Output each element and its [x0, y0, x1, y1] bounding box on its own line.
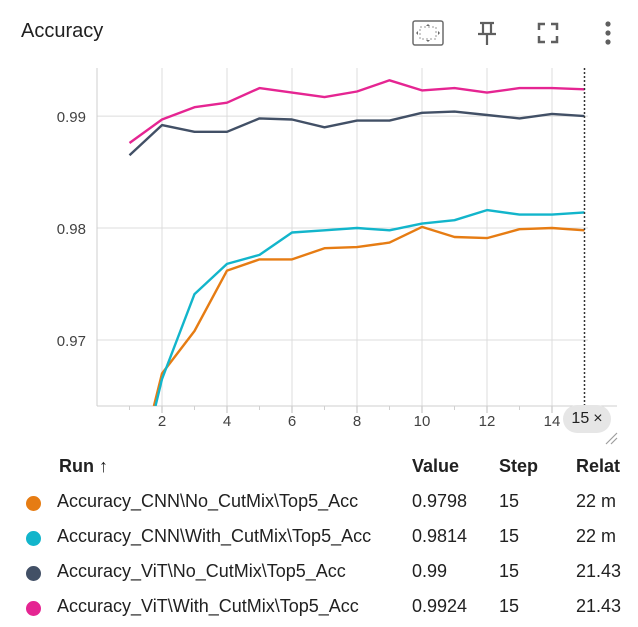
run-name: Accuracy_CNN\With_CutMix\Top5_Acc [57, 526, 372, 546]
run-value: 0.9798 [412, 491, 468, 511]
run-name: Accuracy_ViT\No_CutMix\Top5_Acc [57, 561, 346, 581]
x-tick-label: 6 [288, 413, 296, 430]
run-relative: 21.43 [576, 596, 622, 616]
series-color-dot [26, 531, 41, 546]
run-value: 0.9924 [412, 596, 468, 616]
x-tick-label: 8 [353, 413, 361, 430]
y-tick-label: 0.98 [57, 221, 86, 238]
series-line[interactable] [154, 208, 585, 406]
fit-domain-icon[interactable] [411, 16, 445, 50]
fullscreen-icon[interactable] [531, 16, 565, 50]
run-relative: 22 m [576, 491, 617, 511]
x-tick-label: 2 [158, 413, 166, 430]
series-color-dot [26, 601, 41, 616]
table-row[interactable]: Accuracy_ViT\No_CutMix\Top5_Acc 0.99 15 … [0, 556, 638, 590]
x-tick-label: 10 [414, 413, 431, 430]
value-column-header[interactable]: Value [412, 456, 460, 476]
step-marker-label: 15 [571, 410, 590, 427]
run-step: 15 [499, 561, 520, 581]
run-step: 15 [499, 491, 520, 511]
run-relative: 21.43 [576, 561, 622, 581]
pin-icon[interactable] [470, 16, 504, 50]
chart-area[interactable]: 0.97 0.98 0.99 2 4 6 8 10 12 14 [0, 64, 638, 460]
series-line[interactable] [128, 79, 585, 144]
table-row[interactable]: Accuracy_CNN\With_CutMix\Top5_Acc 0.9814… [0, 521, 638, 555]
x-tick-label: 12 [479, 413, 496, 430]
run-relative: 22 m [576, 526, 617, 546]
close-icon[interactable]: × [593, 410, 603, 427]
relative-column-header[interactable]: Relat [576, 456, 621, 476]
resize-handle-icon [605, 432, 618, 445]
chart-title: Accuracy [21, 20, 104, 42]
step-column-header[interactable]: Step [499, 456, 539, 476]
more-vert-icon[interactable] [591, 16, 625, 50]
series-group [128, 79, 585, 406]
run-step: 15 [499, 596, 520, 616]
series-line[interactable] [128, 110, 585, 157]
x-tick-label: 14 [544, 413, 561, 430]
run-name: Accuracy_ViT\With_CutMix\Top5_Acc [57, 596, 359, 616]
series-color-dot [26, 496, 41, 511]
step-marker-badge[interactable]: 15 × [563, 405, 611, 433]
table-row[interactable]: Accuracy_CNN\No_CutMix\Top5_Acc 0.9798 1… [0, 486, 638, 520]
series-color-dot [26, 566, 41, 581]
run-name: Accuracy_CNN\No_CutMix\Top5_Acc [57, 491, 359, 511]
line-chart[interactable]: 0.97 0.98 0.99 2 4 6 8 10 12 14 [0, 64, 638, 460]
run-value: 0.9814 [412, 526, 468, 546]
y-tick-label: 0.99 [57, 109, 86, 126]
series-line[interactable] [152, 225, 585, 406]
table-row[interactable]: Accuracy_ViT\With_CutMix\Top5_Acc 0.9924… [0, 591, 638, 625]
run-step: 15 [499, 526, 520, 546]
x-tick-label: 4 [223, 413, 231, 430]
card-header: Accuracy [0, 0, 638, 64]
y-tick-label: 0.97 [57, 333, 86, 350]
run-column-header[interactable]: Run ↑ [59, 456, 108, 476]
run-value: 0.99 [412, 561, 448, 581]
